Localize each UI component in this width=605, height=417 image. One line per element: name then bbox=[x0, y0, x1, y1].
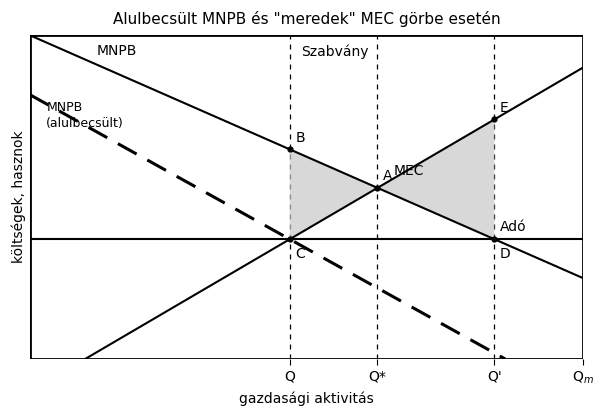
Text: A: A bbox=[383, 169, 393, 183]
X-axis label: gazdasági aktivitás: gazdasági aktivitás bbox=[239, 392, 374, 406]
Text: D: D bbox=[500, 247, 511, 261]
Text: MNPB: MNPB bbox=[96, 44, 137, 58]
Text: B: B bbox=[295, 131, 305, 145]
Text: MEC: MEC bbox=[394, 164, 425, 178]
Text: E: E bbox=[500, 100, 509, 115]
Title: Alulbecsült MNPB és "meredek" MEC görbe esetén: Alulbecsült MNPB és "meredek" MEC görbe … bbox=[113, 11, 500, 27]
Text: Szabvány: Szabvány bbox=[301, 45, 368, 60]
Y-axis label: költségek, hasznok: költségek, hasznok bbox=[11, 131, 25, 264]
Text: C: C bbox=[295, 247, 305, 261]
Text: Adó: Adó bbox=[500, 220, 526, 234]
Text: MNPB
(alulbecsült): MNPB (alulbecsült) bbox=[47, 100, 124, 130]
Bar bbox=[30, 35, 583, 359]
